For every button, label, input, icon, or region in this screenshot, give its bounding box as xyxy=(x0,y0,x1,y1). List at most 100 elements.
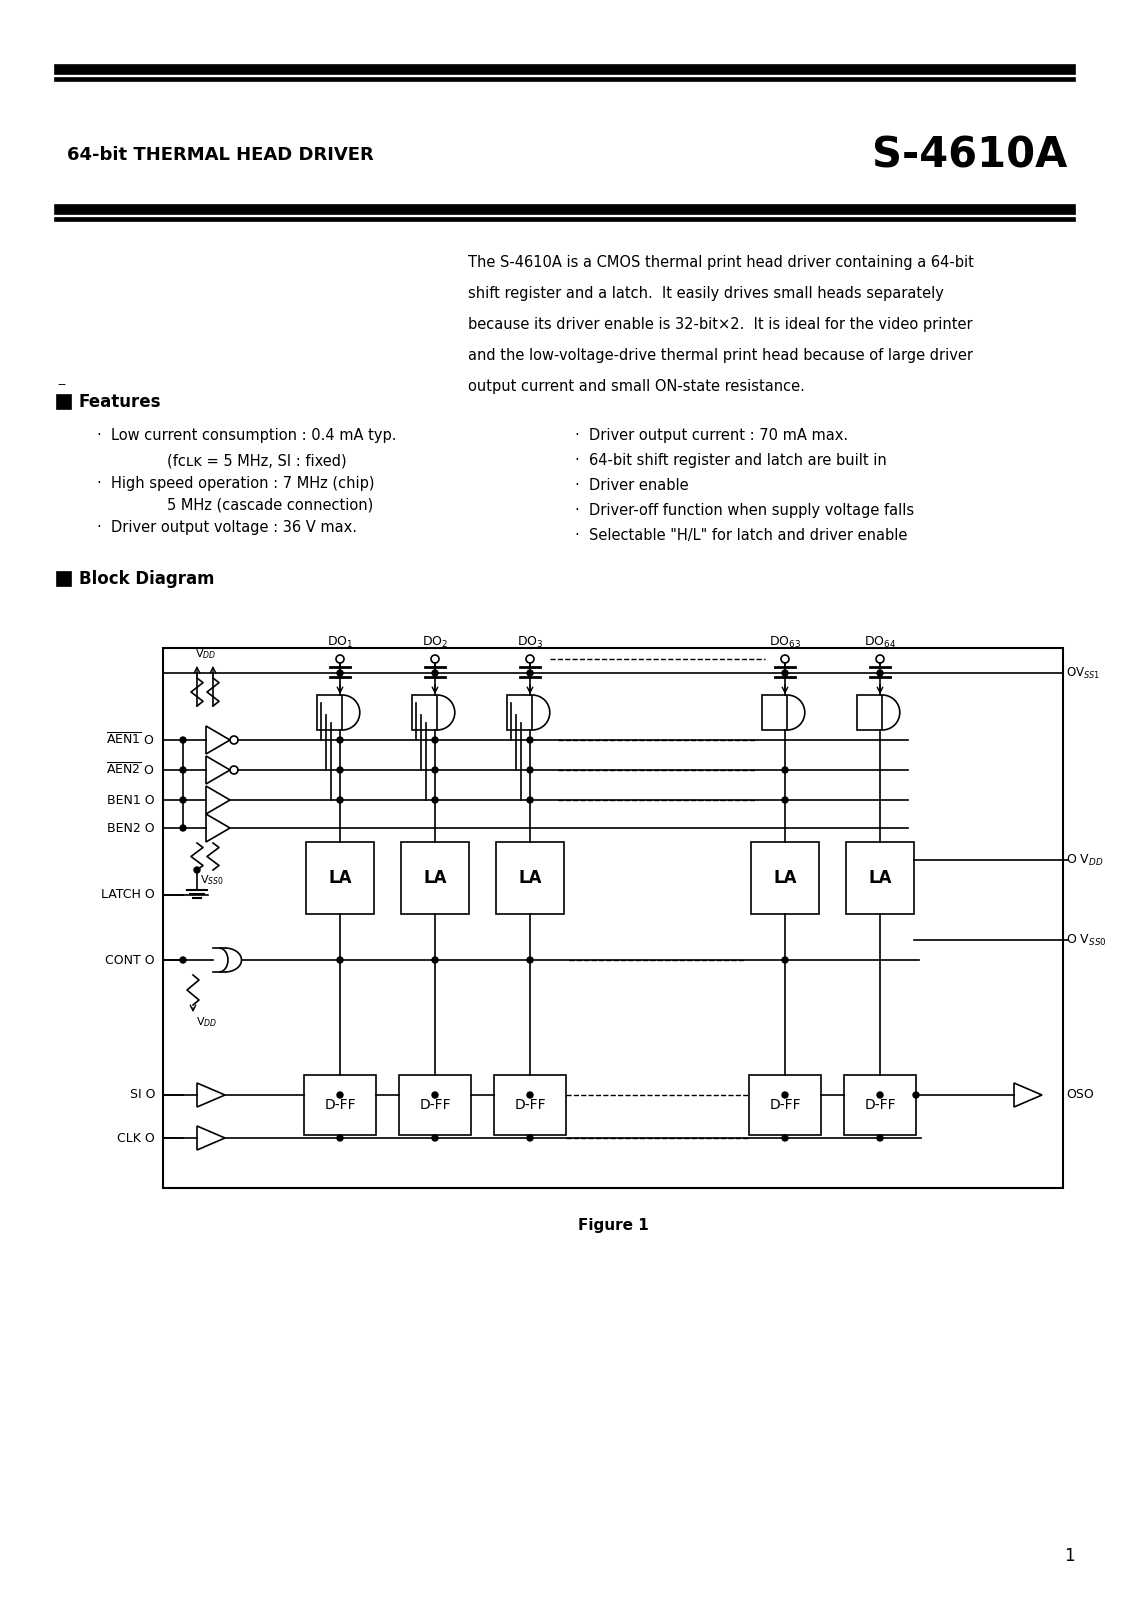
Text: ·  High speed operation : 7 MHz (chip): · High speed operation : 7 MHz (chip) xyxy=(97,477,374,491)
Bar xyxy=(55,66,1074,74)
Text: CONT O: CONT O xyxy=(105,954,155,966)
Circle shape xyxy=(432,957,438,963)
Bar xyxy=(762,694,787,730)
Text: LA: LA xyxy=(869,869,891,886)
Bar xyxy=(57,395,71,410)
Text: D-FF: D-FF xyxy=(515,1098,546,1112)
Text: V$_{DD}$: V$_{DD}$ xyxy=(195,646,216,661)
Text: ·  Driver output voltage : 36 V max.: · Driver output voltage : 36 V max. xyxy=(97,520,357,534)
Text: BEN1 O: BEN1 O xyxy=(107,794,155,806)
Text: Figure 1: Figure 1 xyxy=(578,1218,648,1234)
Bar xyxy=(846,842,914,914)
Circle shape xyxy=(527,797,533,803)
Text: D-FF: D-FF xyxy=(420,1098,451,1112)
Circle shape xyxy=(180,738,185,742)
Bar xyxy=(55,205,1074,214)
Bar xyxy=(402,842,469,914)
Circle shape xyxy=(432,670,438,675)
Text: S-4610A: S-4610A xyxy=(872,134,1067,176)
Bar xyxy=(507,694,533,730)
Text: SI O: SI O xyxy=(130,1088,155,1101)
Circle shape xyxy=(337,957,343,963)
Circle shape xyxy=(337,797,343,803)
Text: DO$_{64}$: DO$_{64}$ xyxy=(864,635,896,650)
Bar xyxy=(844,1075,916,1134)
Bar xyxy=(751,842,819,914)
Circle shape xyxy=(782,797,788,803)
Circle shape xyxy=(782,766,788,773)
Text: $\overline{\mathrm{AEN2}}$ O: $\overline{\mathrm{AEN2}}$ O xyxy=(106,762,155,778)
Text: ·  Driver-off function when supply voltage falls: · Driver-off function when supply voltag… xyxy=(575,502,914,518)
Bar xyxy=(57,573,71,586)
Text: $\overline{\mathrm{AEN1}}$ O: $\overline{\mathrm{AEN1}}$ O xyxy=(106,731,155,749)
Text: D-FF: D-FF xyxy=(769,1098,801,1112)
Bar xyxy=(317,694,343,730)
Text: BEN2 O: BEN2 O xyxy=(107,821,155,835)
Bar xyxy=(55,78,1074,82)
Circle shape xyxy=(782,1091,788,1098)
Text: ·  Driver output current : 70 mA max.: · Driver output current : 70 mA max. xyxy=(575,427,848,443)
Circle shape xyxy=(432,1091,438,1098)
Text: O V$_{SS0}$: O V$_{SS0}$ xyxy=(1067,933,1106,947)
Circle shape xyxy=(432,738,438,742)
Text: O V$_{DD}$: O V$_{DD}$ xyxy=(1067,853,1104,867)
Text: LA: LA xyxy=(328,869,352,886)
Circle shape xyxy=(337,1134,343,1141)
Bar xyxy=(307,842,374,914)
Circle shape xyxy=(337,670,343,675)
Circle shape xyxy=(877,1091,883,1098)
Text: --: -- xyxy=(57,378,66,390)
Bar xyxy=(497,842,564,914)
Bar xyxy=(163,648,1063,1187)
Circle shape xyxy=(877,1134,883,1141)
Text: OV$_{SS1}$: OV$_{SS1}$ xyxy=(1067,666,1100,680)
Circle shape xyxy=(782,1134,788,1141)
Text: because its driver enable is 32-bit×2.  It is ideal for the video printer: because its driver enable is 32-bit×2. I… xyxy=(468,317,973,333)
Circle shape xyxy=(337,1091,343,1098)
Circle shape xyxy=(913,1091,920,1098)
Circle shape xyxy=(337,738,343,742)
Text: and the low-voltage-drive thermal print head because of large driver: and the low-voltage-drive thermal print … xyxy=(468,349,973,363)
Bar xyxy=(399,1075,470,1134)
Text: D-FF: D-FF xyxy=(325,1098,356,1112)
Bar xyxy=(304,1075,375,1134)
Text: LA: LA xyxy=(774,869,796,886)
Text: Features: Features xyxy=(79,394,162,411)
Text: ·  Selectable "H/L" for latch and driver enable: · Selectable "H/L" for latch and driver … xyxy=(575,528,907,542)
Circle shape xyxy=(782,957,788,963)
Bar xyxy=(55,218,1074,221)
Circle shape xyxy=(432,797,438,803)
Circle shape xyxy=(180,957,185,963)
Text: 1: 1 xyxy=(1064,1547,1074,1565)
Text: DO$_1$: DO$_1$ xyxy=(327,635,353,650)
Circle shape xyxy=(432,766,438,773)
Bar xyxy=(749,1075,821,1134)
Text: D-FF: D-FF xyxy=(864,1098,896,1112)
Text: ·  Low current consumption : 0.4 mA typ.: · Low current consumption : 0.4 mA typ. xyxy=(97,427,397,443)
Circle shape xyxy=(527,738,533,742)
Circle shape xyxy=(527,1134,533,1141)
Text: (fᴄʟᴋ = 5 MHz, SI : fixed): (fᴄʟᴋ = 5 MHz, SI : fixed) xyxy=(167,453,346,467)
Text: shift register and a latch.  It easily drives small heads separately: shift register and a latch. It easily dr… xyxy=(468,286,944,301)
Circle shape xyxy=(527,766,533,773)
Text: OSO: OSO xyxy=(1067,1088,1094,1101)
Text: 64-bit THERMAL HEAD DRIVER: 64-bit THERMAL HEAD DRIVER xyxy=(67,146,373,165)
Text: ·  64-bit shift register and latch are built in: · 64-bit shift register and latch are bu… xyxy=(575,453,887,467)
Bar xyxy=(494,1075,566,1134)
Circle shape xyxy=(432,1134,438,1141)
Text: LA: LA xyxy=(423,869,447,886)
Text: The S-4610A is a CMOS thermal print head driver containing a 64-bit: The S-4610A is a CMOS thermal print head… xyxy=(468,254,974,270)
Text: 5 MHz (cascade connection): 5 MHz (cascade connection) xyxy=(167,498,373,512)
Circle shape xyxy=(782,670,788,675)
Text: LATCH O: LATCH O xyxy=(102,888,155,901)
Circle shape xyxy=(877,670,883,675)
Text: DO$_3$: DO$_3$ xyxy=(517,635,543,650)
Text: output current and small ON-state resistance.: output current and small ON-state resist… xyxy=(468,379,805,394)
Bar xyxy=(857,694,882,730)
Circle shape xyxy=(195,867,200,874)
Text: CLK O: CLK O xyxy=(118,1131,155,1144)
Text: ·  Driver enable: · Driver enable xyxy=(575,478,689,493)
Circle shape xyxy=(180,826,185,830)
Circle shape xyxy=(337,766,343,773)
Text: LA: LA xyxy=(518,869,542,886)
